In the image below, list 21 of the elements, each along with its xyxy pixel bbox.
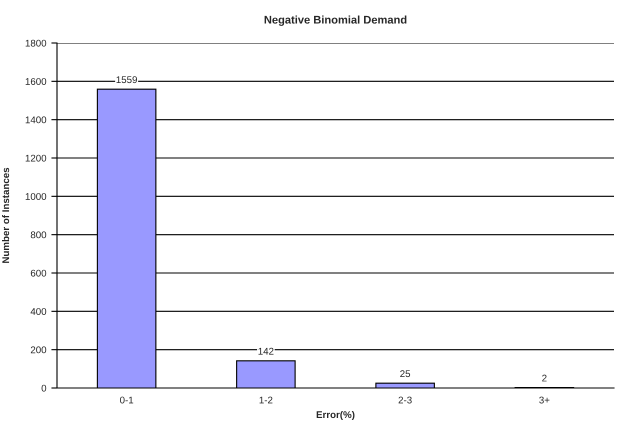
x-tick-label: 2-3 (398, 396, 412, 404)
y-tick-label: 1400 (26, 116, 46, 124)
chart-title: Negative Binomial Demand (264, 16, 406, 26)
data-label: 25 (400, 370, 410, 378)
data-label: 1559 (116, 76, 137, 84)
x-axis-title: Error(%) (316, 410, 354, 420)
x-tick-label: 3+ (539, 396, 550, 404)
y-tick-label: 200 (30, 346, 46, 354)
x-tick-label: 1-2 (260, 396, 272, 404)
data-label: 142 (258, 348, 274, 355)
y-axis-title: Number of Instances (2, 168, 10, 263)
y-tick-label: 1800 (26, 40, 46, 47)
y-tick-label: 0 (42, 384, 46, 392)
data-label: 2 (542, 374, 547, 382)
x-tick-label: 0-1 (120, 396, 134, 404)
y-tick-label: 1000 (26, 193, 46, 200)
y-tick-label: 1600 (26, 78, 46, 85)
y-tick-label: 1200 (26, 154, 46, 162)
y-tick-label: 600 (30, 270, 46, 277)
y-tick-label: 800 (30, 231, 46, 238)
y-tick-label: 400 (30, 308, 46, 315)
